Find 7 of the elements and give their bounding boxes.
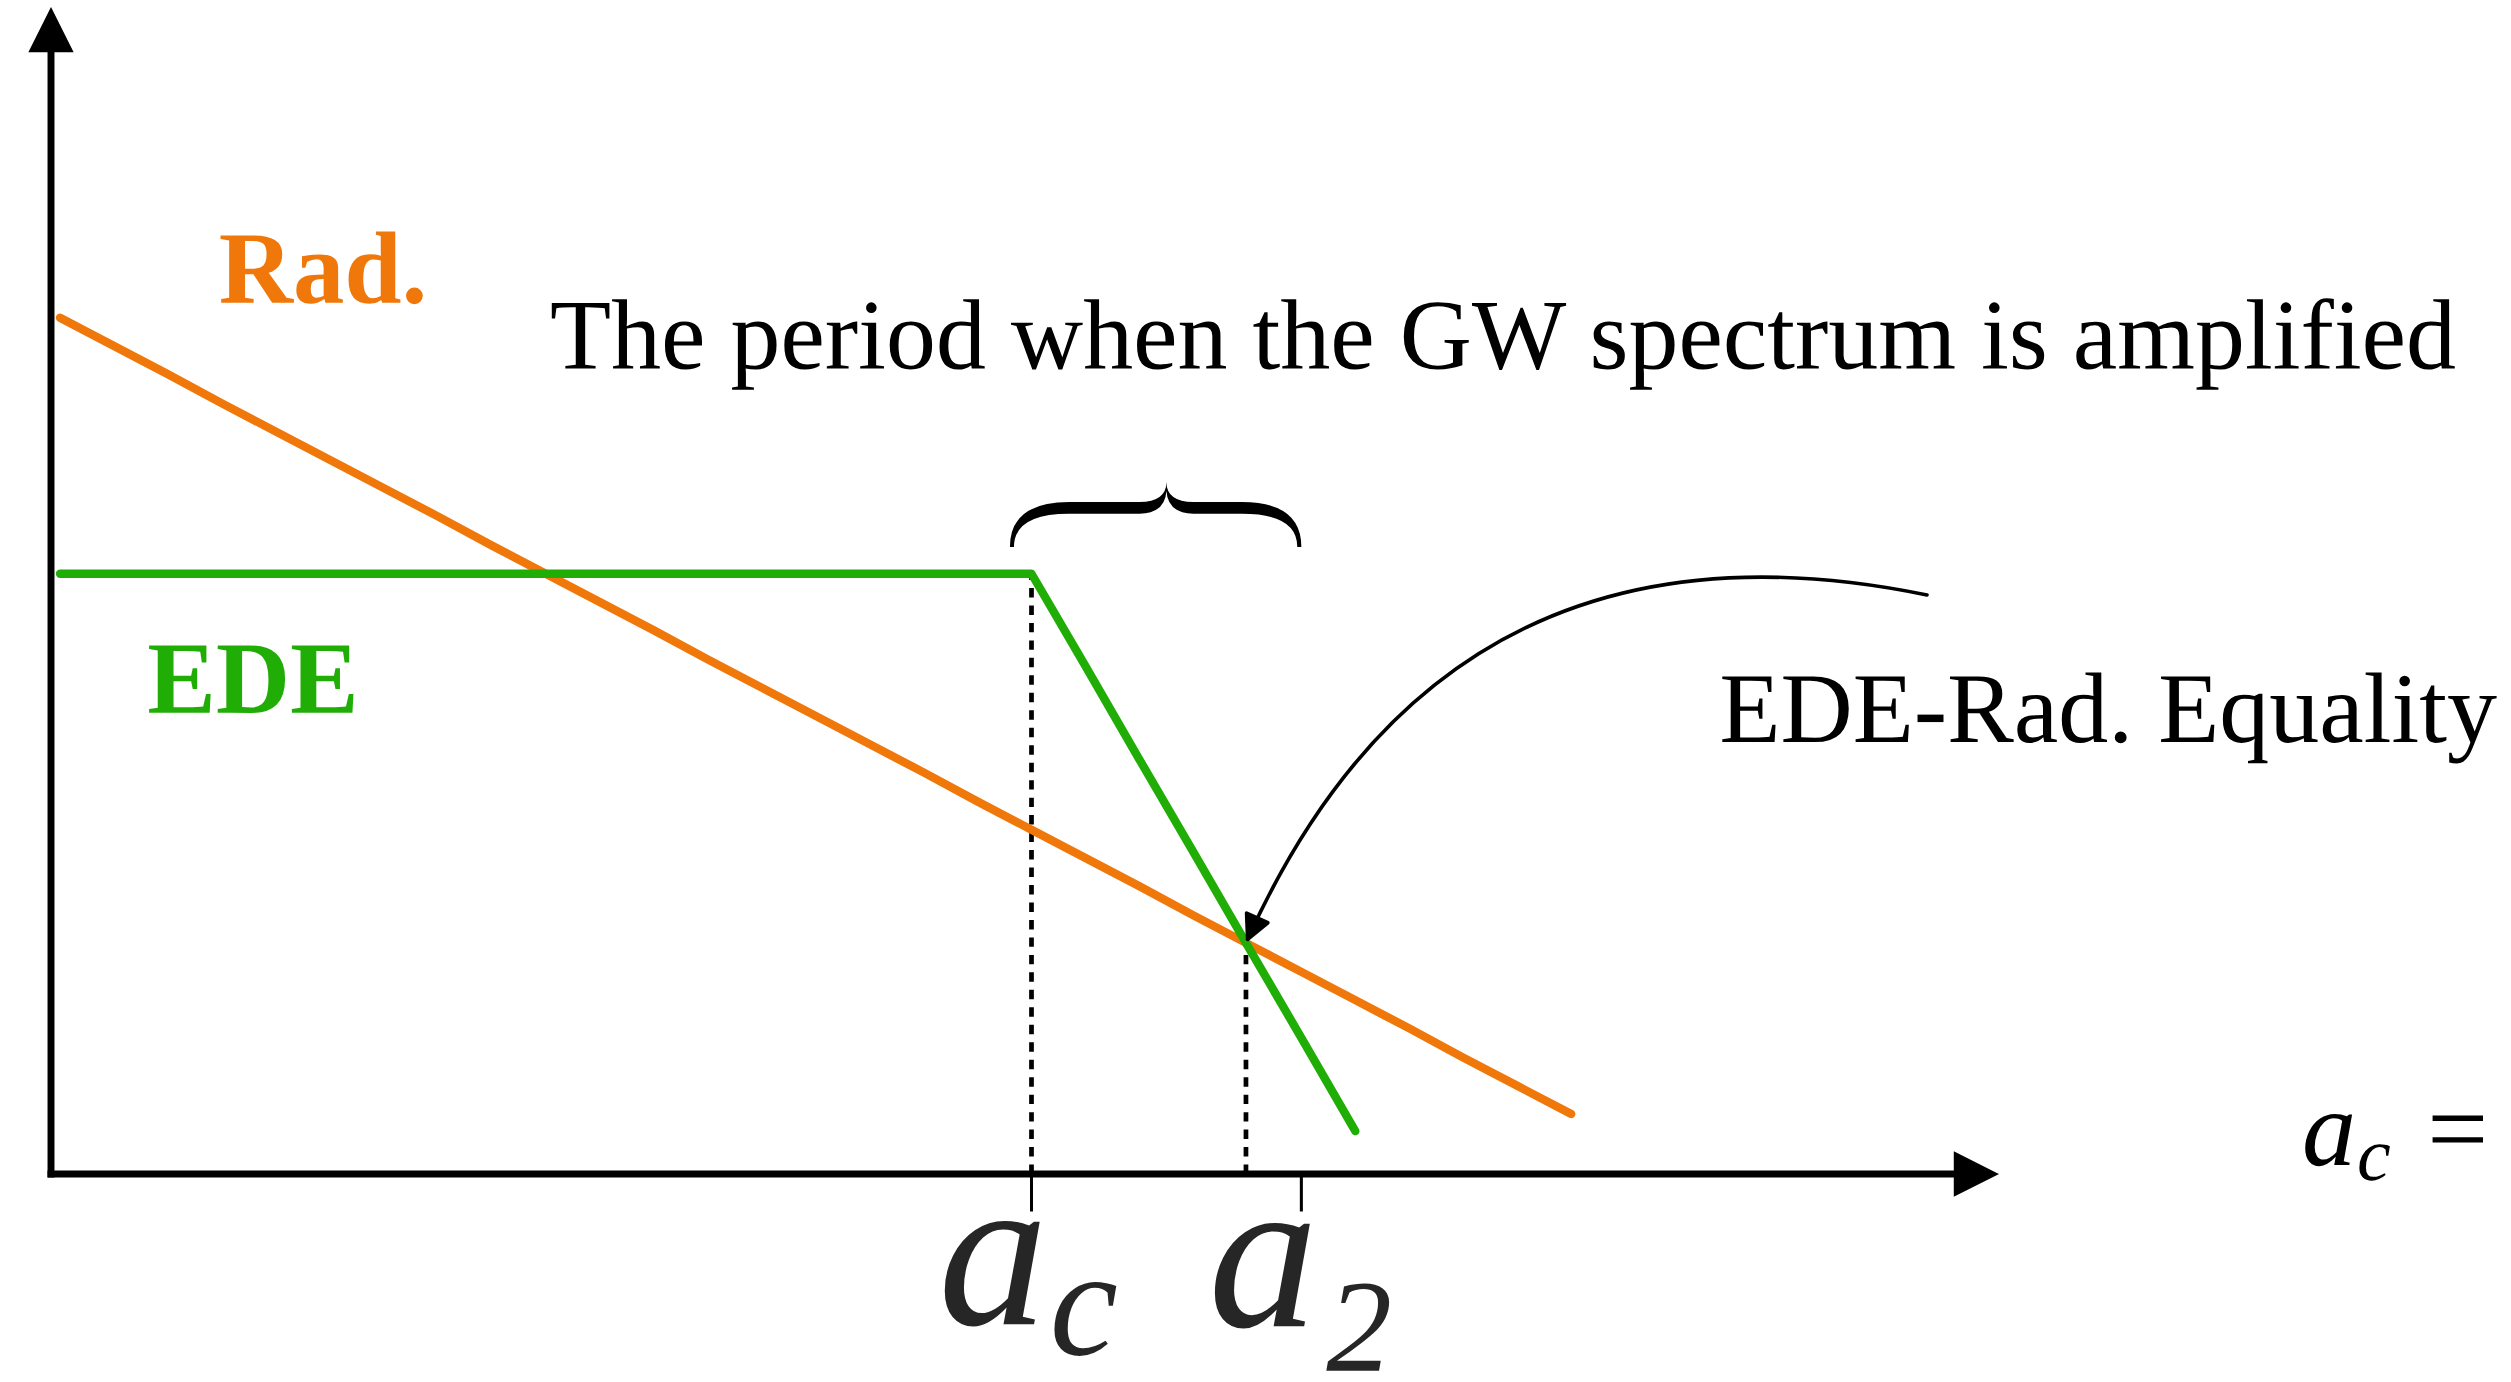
series-label: EDE: [149, 645, 354, 713]
x-tick-label: a$_{c}$: [944, 1220, 1117, 1356]
x-tick-label: a₂: [1214, 1222, 1390, 1371]
series-label: Rad.: [220, 231, 423, 305]
annotation: EDE-Rad. Equality: [1722, 672, 2497, 764]
annotation: The period when the GW spectrum is amplified: [551, 298, 2455, 390]
text: a$_{c}$ =: [2305, 1114, 2483, 1181]
